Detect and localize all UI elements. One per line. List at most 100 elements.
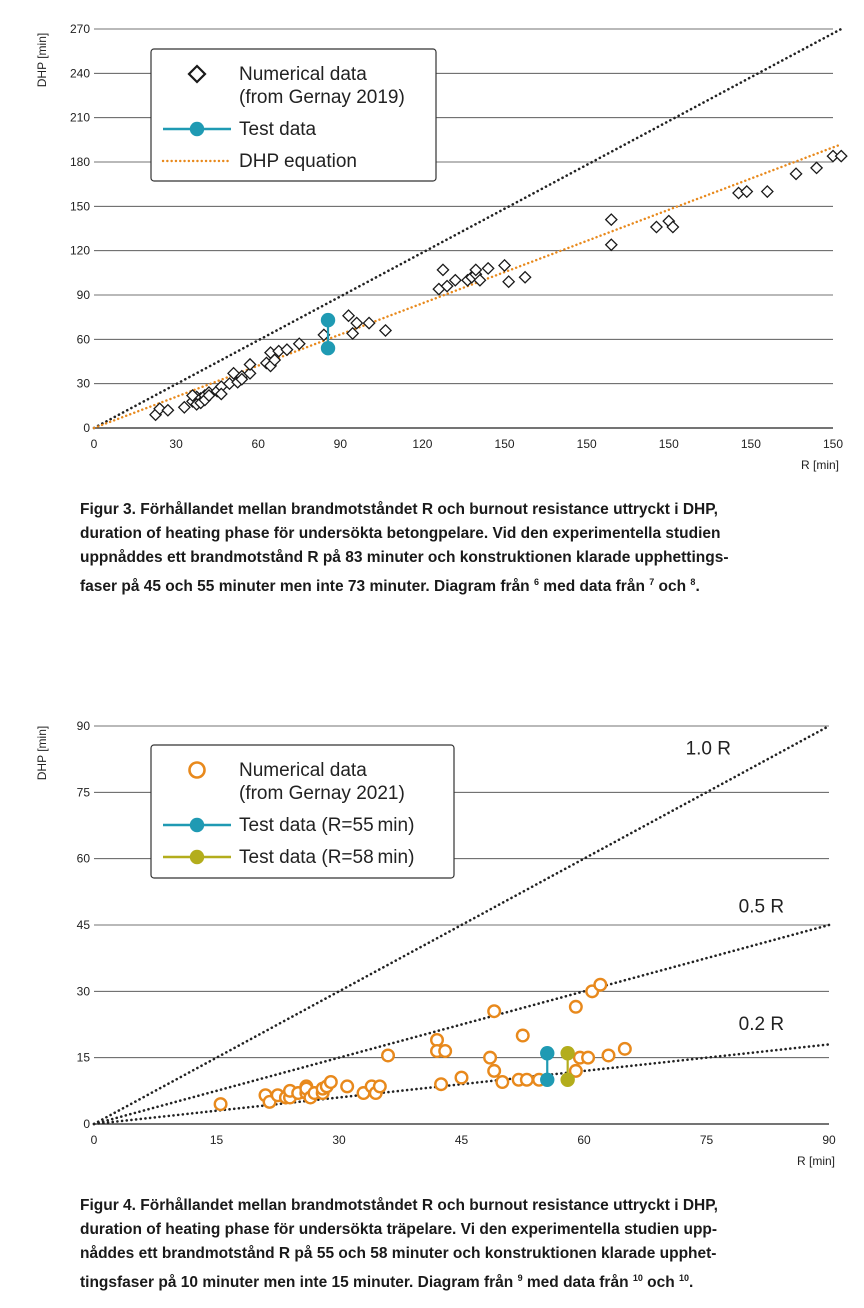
reference-line: [92, 724, 831, 1126]
test-data-point: [320, 312, 336, 328]
data-point: [362, 316, 376, 330]
data-point: [342, 309, 356, 323]
caption-figure-3: Figur 3. Förhållandet mellan brandmotstå…: [80, 498, 850, 599]
reference-superscript: 10: [679, 1273, 690, 1283]
y-tick-label: 150: [70, 199, 90, 213]
legend-dot-icon: [189, 121, 205, 137]
data-point: [483, 1050, 498, 1065]
data-point: [454, 1070, 469, 1085]
x-tick-label: 120: [412, 437, 432, 451]
data-point: [515, 1028, 530, 1043]
caption-line: Figur 3. Förhållandet mellan brandmotstå…: [80, 501, 718, 518]
x-tick-label: 150: [659, 437, 679, 451]
x-tick-label: 60: [252, 437, 266, 451]
legend-label: (from Gernay 2019): [239, 87, 405, 108]
reference-superscript: 10: [632, 1273, 643, 1283]
reference-superscript: 7: [649, 577, 655, 587]
y-tick-label: 90: [77, 719, 91, 733]
data-point: [495, 1074, 510, 1089]
caption-line: Figur 4. Förhållandet mellan brandmotstå…: [80, 1197, 718, 1214]
legend-label: Test data: [239, 119, 317, 140]
x-tick-label: 75: [700, 1133, 714, 1147]
legend-label: Numerical data: [239, 760, 367, 781]
data-point: [469, 263, 483, 277]
data-point: [153, 402, 167, 416]
test-data-point: [560, 1046, 575, 1061]
legend-box: [150, 744, 455, 879]
data-point: [177, 400, 191, 414]
x-tick-label: 150: [741, 437, 761, 451]
data-point: [292, 337, 306, 351]
data-point: [243, 357, 257, 371]
x-axis-label: R [min]: [797, 1154, 835, 1168]
x-tick-label: 150: [577, 437, 597, 451]
test-data-point: [560, 1072, 575, 1087]
data-point: [448, 273, 462, 287]
x-tick-label: 30: [169, 437, 183, 451]
x-tick-label: 150: [495, 437, 515, 451]
legend-label: (from Gernay 2021): [239, 783, 405, 804]
reference-line-label: 0.2 R: [739, 1014, 784, 1035]
data-point: [378, 323, 393, 337]
y-tick-label: 75: [77, 785, 91, 799]
legend-dot-icon: [189, 817, 205, 833]
data-point: [601, 1048, 616, 1063]
reference-line-label: 0.5 R: [739, 897, 784, 918]
legend-label: Numerical data: [239, 64, 367, 85]
data-point: [604, 238, 618, 252]
x-tick-label: 60: [577, 1133, 591, 1147]
data-point: [381, 1048, 396, 1063]
caption-line: uppnåddes ett brandmotstånd R på 83 minu…: [80, 549, 729, 566]
legend-label: Test data (R=55 min): [239, 815, 414, 836]
reference-line: [92, 1043, 831, 1126]
y-tick-label: 30: [77, 984, 91, 998]
reference-superscript: 6: [533, 577, 539, 587]
data-point: [649, 220, 663, 234]
data-point: [604, 213, 618, 227]
y-axis-label: DHP [min]: [35, 33, 49, 87]
data-point: [243, 366, 257, 380]
y-tick-label: 210: [70, 111, 90, 125]
caption-line: tingsfaser på 10 minuter men inte 15 min…: [80, 1273, 694, 1292]
data-point: [760, 185, 774, 199]
legend-label: DHP equation: [239, 151, 357, 172]
data-point: [498, 258, 512, 272]
data-point: [519, 1072, 534, 1087]
chart-figure-4: 0 15 30 45 60 75 90 0 15 30 45 60 75 90 R [min] DHP [mi…: [35, 719, 836, 1168]
y-tick-label: 0: [83, 421, 90, 435]
test-data-point: [540, 1072, 555, 1087]
reference-line-label: 1.0 R: [686, 739, 731, 760]
y-tick-label: 15: [77, 1051, 91, 1065]
reference-superscript: 8: [690, 577, 696, 587]
y-tick-label: 270: [70, 22, 90, 36]
data-point: [581, 1050, 596, 1065]
caption-line: duration of heating phase för undersökta…: [80, 525, 721, 542]
data-point: [481, 261, 495, 275]
legend-dot-icon: [189, 849, 205, 865]
x-tick-label: 45: [455, 1133, 469, 1147]
legend-diamond-icon: [187, 64, 207, 84]
caption-line: faser på 45 och 55 minuter men inte 73 m…: [80, 577, 700, 596]
data-point: [161, 403, 175, 417]
data-point: [617, 1041, 632, 1056]
legend-circle-icon: [188, 761, 206, 779]
y-tick-label: 30: [77, 377, 91, 391]
y-tick-label: 60: [77, 852, 91, 866]
data-point: [434, 1077, 449, 1092]
x-axis-label: R [min]: [801, 458, 839, 472]
data-point: [372, 1079, 387, 1094]
data-point: [487, 1063, 502, 1078]
y-tick-label: 240: [70, 66, 90, 80]
data-point: [436, 263, 450, 277]
data-point: [740, 185, 754, 199]
reference-line: [92, 923, 831, 1126]
y-tick-label: 45: [77, 918, 91, 932]
x-tick-label: 90: [822, 1133, 836, 1147]
data-point: [350, 316, 364, 330]
legend-label: Test data (R=58 min): [239, 847, 414, 868]
data-point: [214, 387, 228, 401]
data-point: [810, 161, 824, 175]
data-point: [789, 167, 803, 181]
caption-line: duration of heating phase för undersökta…: [80, 1221, 718, 1238]
y-tick-label: 60: [77, 332, 91, 346]
